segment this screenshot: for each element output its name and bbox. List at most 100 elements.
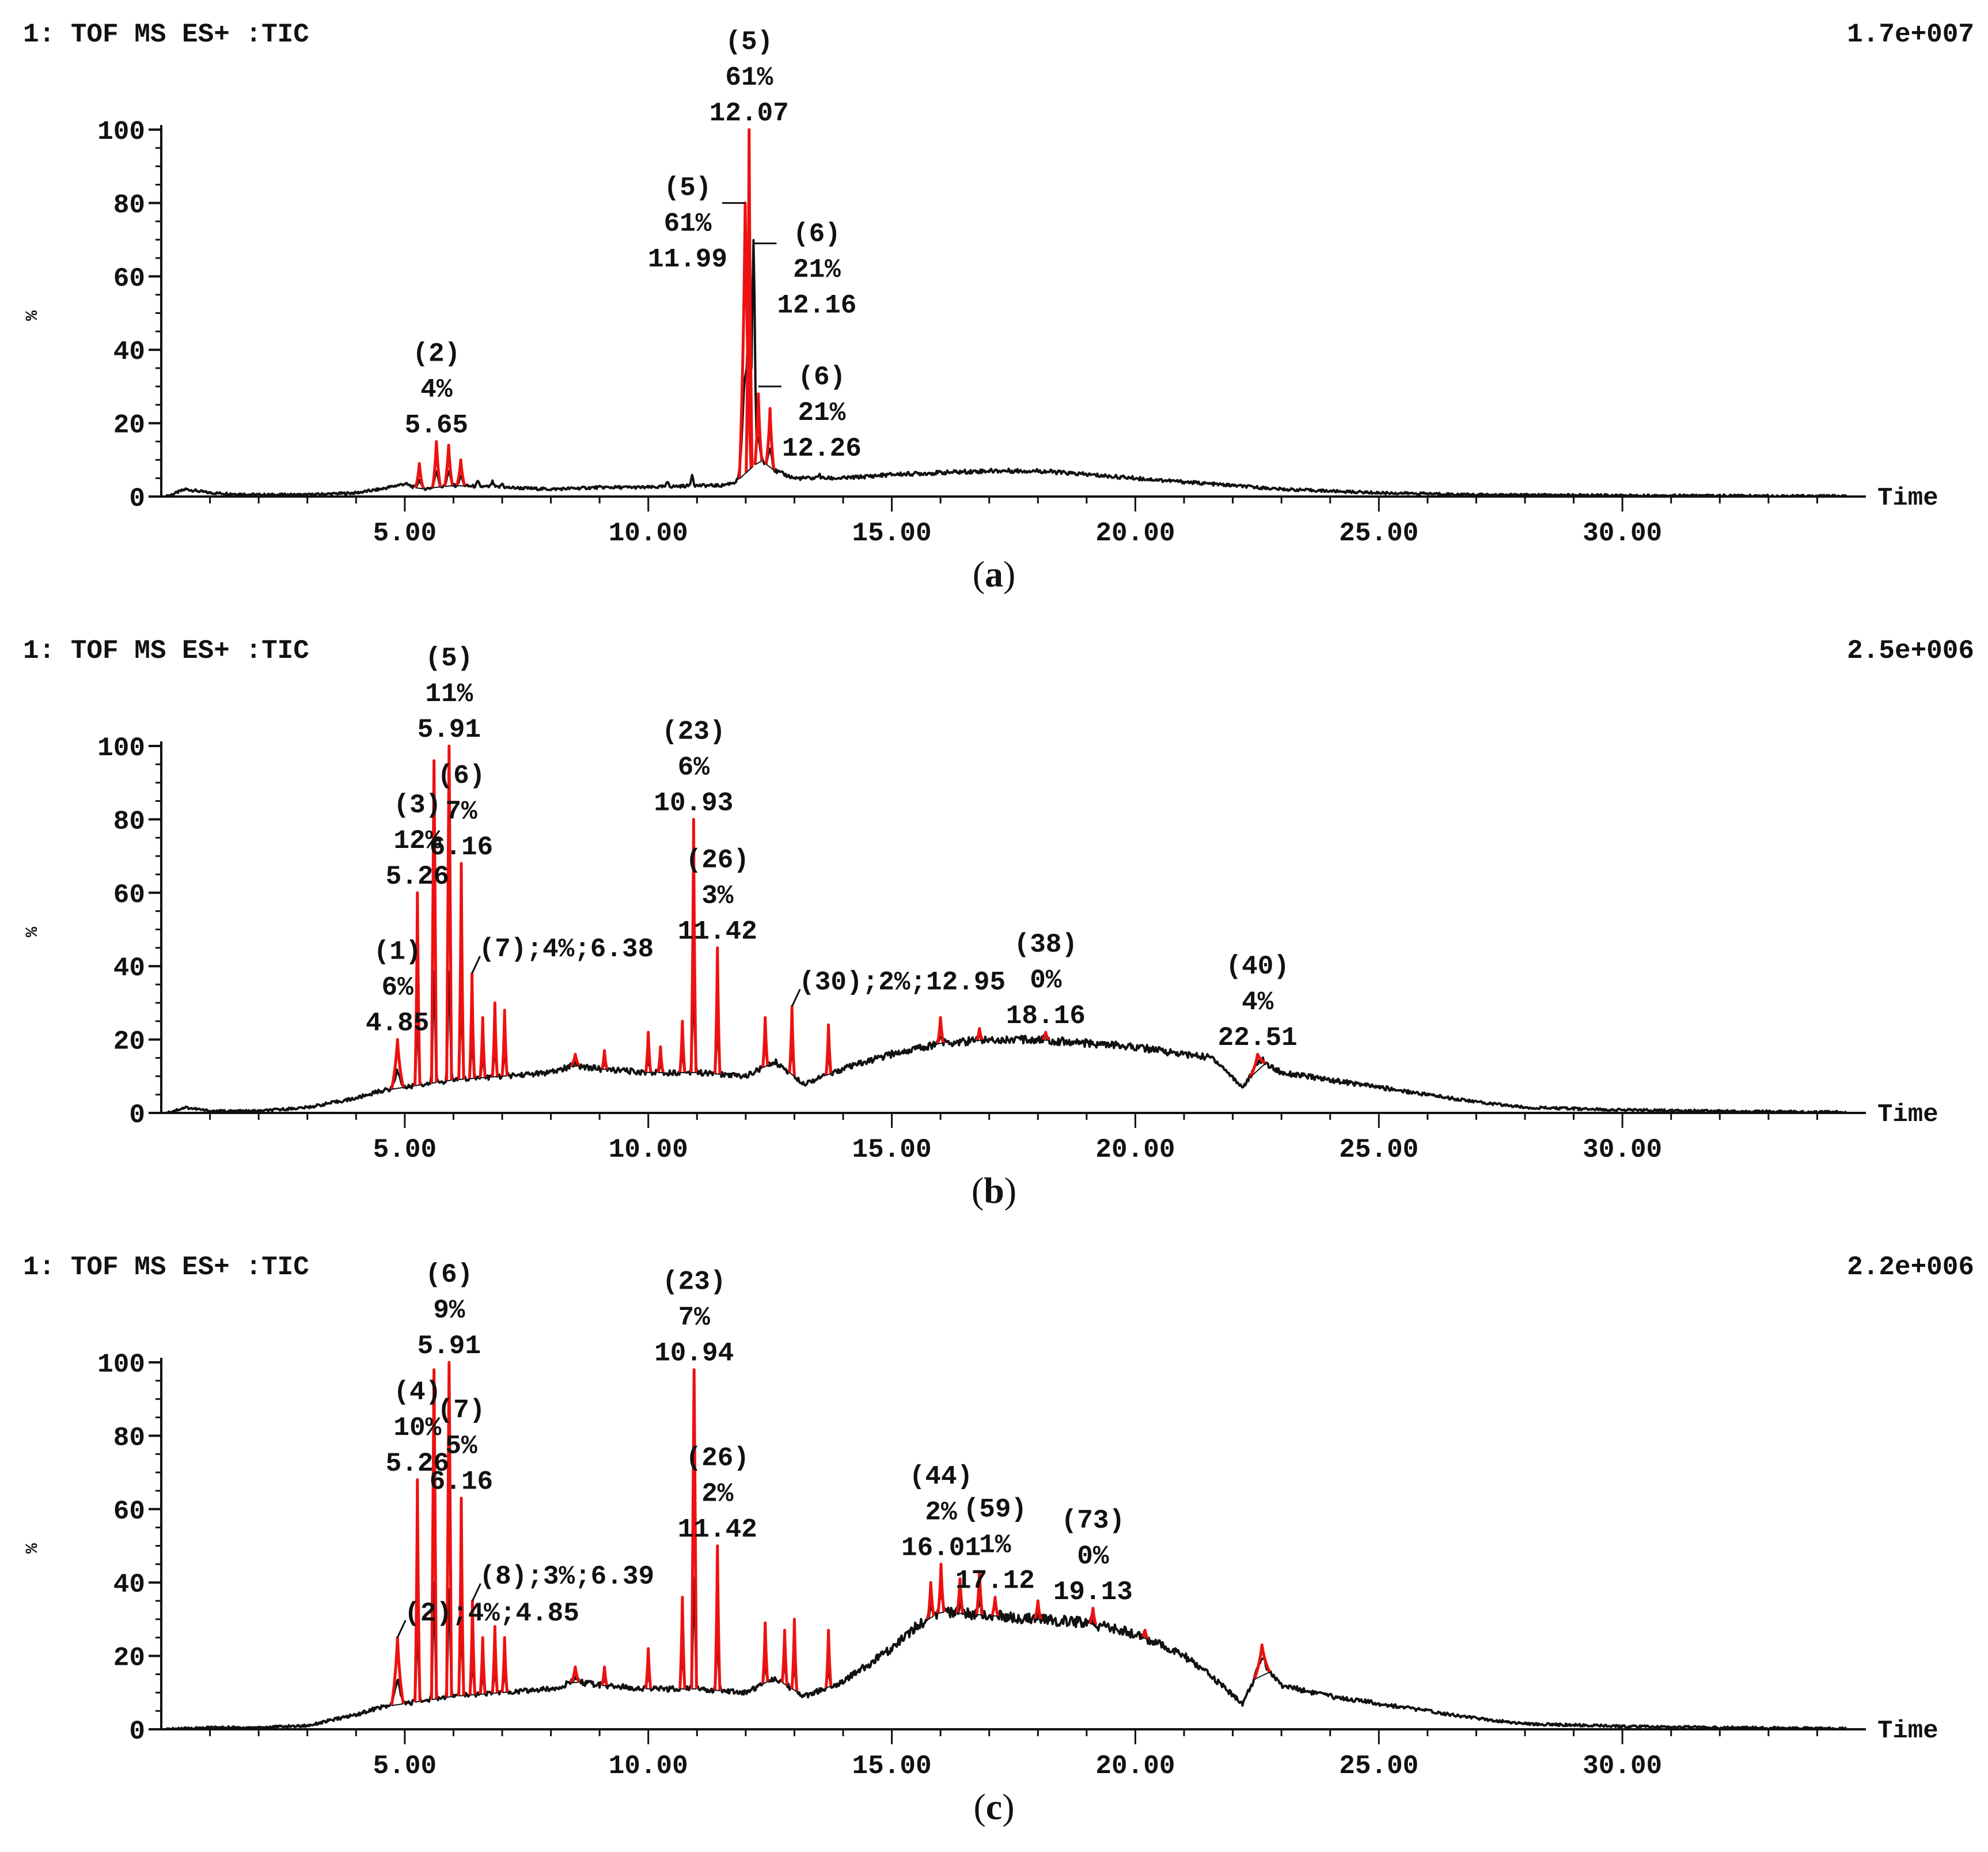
peak-mark	[764, 407, 776, 471]
peak-annotation: (26)	[686, 1444, 749, 1474]
peak-mark	[413, 891, 422, 1086]
peak-annotation: (23)	[662, 1267, 726, 1297]
peak-annotation: (7);4%;6.38	[479, 934, 654, 964]
trace-label: 1: TOF MS ES+ :TIC	[23, 1252, 309, 1282]
peak-annotation: 11%	[425, 679, 473, 709]
peak-mark	[678, 1596, 686, 1690]
peak-baseline	[938, 1611, 944, 1614]
peak-annotation: (44)	[909, 1461, 973, 1491]
x-tick-label: 30.00	[1583, 1751, 1662, 1781]
peak-mark	[445, 1361, 453, 1698]
peak-mark	[468, 972, 476, 1079]
peak-baseline	[415, 1700, 420, 1703]
y-tick-label: 0	[129, 1717, 145, 1747]
peak-baseline	[826, 1073, 832, 1076]
peak-annotation: (59)	[963, 1495, 1027, 1525]
peak-annotation: (2);4%;4.85	[404, 1599, 579, 1628]
peak-mark	[678, 1020, 686, 1073]
peak-annotation: (2)	[412, 339, 460, 369]
peak-mark	[491, 1001, 499, 1077]
peak-mark	[570, 1665, 581, 1684]
peak-annotation: 5.26	[386, 862, 449, 892]
peak-baseline	[391, 1086, 404, 1090]
peak-mark	[430, 759, 438, 1084]
peak-baseline	[826, 1686, 832, 1689]
x-axis-label: Time	[1877, 1100, 1938, 1129]
peak-annotation: 5.91	[418, 715, 481, 745]
peak-mark	[644, 1031, 652, 1073]
peak-mark	[500, 1636, 509, 1693]
peak-annotation: (23)	[662, 717, 725, 747]
peak-baseline	[391, 1703, 404, 1706]
x-tick-label: 25.00	[1339, 518, 1418, 548]
peak-baseline	[1090, 1623, 1097, 1626]
peak-mark	[824, 1628, 833, 1688]
peak-mark	[991, 1596, 1000, 1617]
peak-mark	[1249, 1052, 1266, 1078]
peak-mark	[788, 1005, 796, 1077]
peak-annotation: (5)	[425, 643, 473, 673]
panel-caption-c: (c)	[973, 1786, 1015, 1827]
peak-baseline	[502, 1075, 507, 1077]
peak-annotation: 11.42	[678, 1515, 757, 1545]
leader-line	[396, 1620, 407, 1638]
peak-annotation: (73)	[1061, 1506, 1125, 1536]
peak-mark	[430, 1368, 438, 1700]
x-tick-label: 15.00	[852, 1135, 932, 1165]
peak-mark	[689, 817, 698, 1073]
y-tick-label: 20	[113, 411, 145, 441]
x-tick-label: 20.00	[1095, 1751, 1175, 1781]
peak-mark	[479, 1016, 487, 1078]
peak-baseline	[458, 1078, 464, 1080]
peak-mark	[445, 744, 453, 1081]
peak-baseline	[480, 1693, 485, 1695]
peak-annotation: 12.07	[710, 99, 789, 128]
peak-annotation: 16.01	[901, 1533, 981, 1563]
chromatogram-plot-a: 0 20 40 60 80 100 5.00 10.00 15.00 20.00 25.00 30.0…	[23, 27, 1938, 548]
peak-mark	[753, 392, 764, 465]
peak-annotation: (38)	[1014, 930, 1078, 960]
peak-annotation: 18.16	[1006, 1001, 1086, 1031]
y-tick-label: 60	[113, 1497, 145, 1527]
panel-caption-b: (b)	[971, 1170, 1017, 1211]
peak-mark	[780, 1628, 789, 1686]
leader-line	[471, 956, 481, 974]
y-axis-label: %	[23, 310, 43, 321]
peak-annotation: 4%	[1242, 987, 1274, 1017]
peak-annotation: 5%	[445, 1431, 477, 1461]
peak-annotation: (6)	[793, 219, 841, 249]
peak-mark	[690, 1368, 698, 1689]
x-axis-label: Time	[1877, 1717, 1938, 1745]
peak-mark	[644, 1647, 652, 1690]
intensity-scale: 1.7e+007	[1847, 20, 1974, 50]
peak-annotation: 21%	[793, 255, 841, 285]
peak-annotation: 5.91	[418, 1331, 481, 1361]
y-tick-label: 100	[97, 1350, 145, 1380]
peak-annotation: 11.42	[678, 916, 757, 946]
peak-mark	[390, 1636, 405, 1706]
x-tick-label: 10.00	[609, 518, 688, 548]
peak-mark	[570, 1052, 581, 1067]
peak-mark	[790, 1618, 799, 1692]
peak-annotation: 2%	[925, 1497, 957, 1527]
x-tick-label: 5.00	[373, 1135, 437, 1165]
peak-annotation: (5)	[664, 173, 712, 203]
y-tick-label: 60	[113, 264, 145, 294]
y-tick-label: 20	[113, 1643, 145, 1673]
peak-annotation: 10.94	[654, 1339, 734, 1369]
peak-mark	[1041, 1031, 1050, 1041]
y-tick-label: 100	[97, 733, 145, 763]
x-tick-label: 5.00	[373, 518, 437, 548]
trace-label: 1: TOF MS ES+ :TIC	[23, 636, 309, 666]
peak-annotation: 6%	[678, 752, 710, 782]
peak-mark	[926, 1581, 935, 1620]
peak-mark	[975, 1570, 984, 1615]
peak-baseline	[789, 1072, 795, 1077]
peak-baseline	[458, 1695, 464, 1696]
peak-mark	[761, 1016, 769, 1068]
y-axis-label: %	[23, 1543, 43, 1554]
peak-mark	[600, 1049, 609, 1070]
peak-mark	[413, 1478, 422, 1702]
x-tick-label: 15.00	[852, 1751, 932, 1781]
